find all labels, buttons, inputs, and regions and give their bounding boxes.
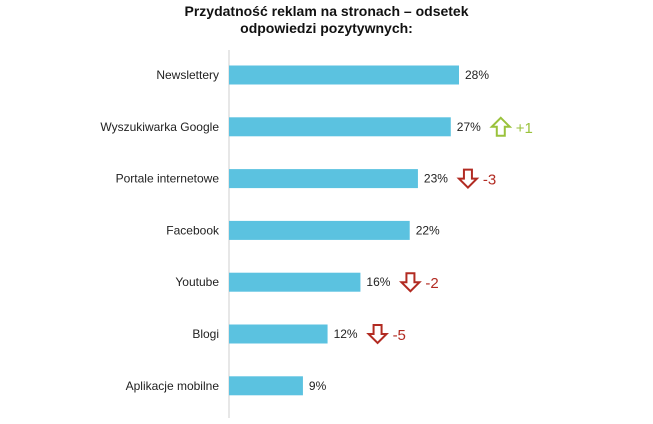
- arrow-up-icon: [489, 116, 513, 137]
- value-label: 9%: [309, 379, 327, 393]
- value-label: 23%: [424, 172, 448, 186]
- arrow-down-icon: [366, 324, 389, 345]
- arrow-down-icon: [399, 272, 422, 293]
- arrow-down-icon: [456, 168, 480, 190]
- change-label: +1: [516, 120, 533, 137]
- chart-title-line-1: Przydatność reklam na stronach – odsetek: [184, 3, 469, 19]
- value-label: 27%: [457, 120, 481, 134]
- category-label: Portale internetowe: [116, 172, 220, 186]
- bar: [229, 220, 410, 240]
- value-label: 16%: [366, 275, 390, 289]
- category-label: Youtube: [175, 275, 219, 289]
- chart-title-line-2: odpowiedzi pozytywnych:: [240, 20, 413, 36]
- change-label: -3: [483, 172, 496, 189]
- chart-title: Przydatność reklam na stronach – odsetek…: [0, 3, 653, 37]
- change-label: -5: [393, 327, 406, 344]
- bar: [229, 272, 361, 292]
- bar: [229, 376, 303, 396]
- category-label: Facebook: [166, 223, 220, 237]
- bar: [229, 117, 451, 137]
- value-label: 28%: [465, 68, 489, 82]
- bar: [229, 169, 418, 189]
- category-label: Blogi: [192, 327, 219, 341]
- category-label: Wyszukiwarka Google: [100, 120, 219, 134]
- bar: [229, 65, 459, 85]
- category-label: Aplikacje mobilne: [126, 379, 220, 393]
- bar: [229, 324, 328, 344]
- value-label: 22%: [416, 223, 440, 237]
- change-label: -2: [425, 275, 438, 292]
- category-label: Newslettery: [156, 68, 219, 82]
- value-label: 12%: [334, 327, 358, 341]
